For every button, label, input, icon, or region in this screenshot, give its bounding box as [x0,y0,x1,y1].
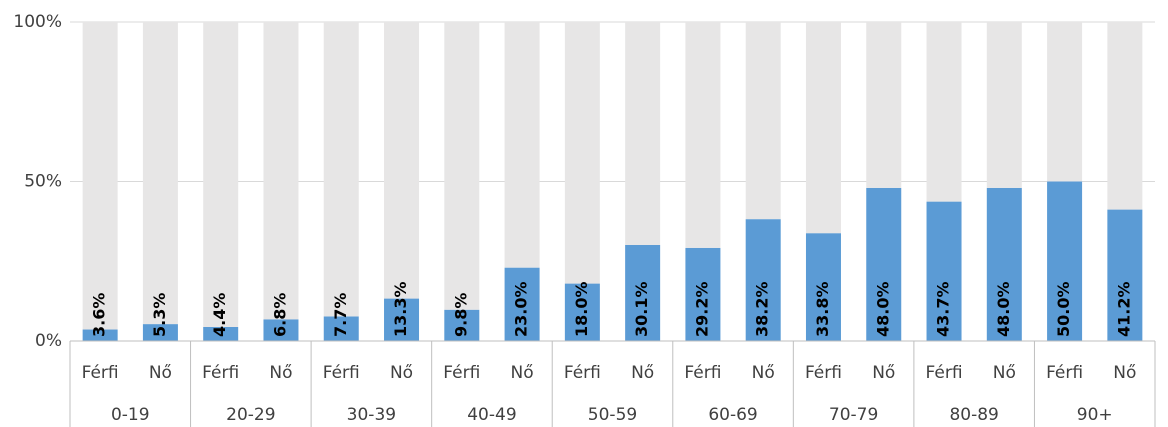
bar-segment [926,22,962,202]
bar-segment [323,316,359,341]
group-label: 70-79 [829,405,878,425]
x-tick-label: Férfi [1046,363,1083,383]
bar-segment [263,22,299,320]
bar-segment [1047,181,1083,341]
group-label: 50-59 [588,405,637,425]
value-label: 4.4% [210,293,229,337]
value-label: 33.8% [813,281,832,337]
bar-segment [263,319,299,341]
value-label: 7.7% [331,293,350,337]
bar-segment [203,326,239,341]
bar-segment [986,22,1022,188]
bar-segment [384,22,420,299]
bar-segment [203,22,239,327]
bar-segment [444,22,480,310]
bar-segment [1047,22,1083,182]
x-tick-label: Férfi [926,363,963,383]
x-tick-label: Nő [149,363,172,383]
bar-segment [866,187,902,341]
bar-segment [142,324,178,341]
value-label: 18.0% [572,281,591,337]
x-tick-label: Férfi [443,363,480,383]
value-label: 13.3% [391,281,410,337]
bar-segment [685,22,721,248]
value-label: 3.6% [90,293,109,337]
bar-segment [685,247,721,341]
value-label: 5.3% [150,293,169,337]
value-label: 48.0% [873,281,892,337]
x-tick-label: Nő [631,363,654,383]
bar-segment [142,22,178,325]
group-label: 0-19 [111,405,150,425]
bar-segment [866,22,902,188]
group-label: 40-49 [467,405,516,425]
x-tick-label: Férfi [202,363,239,383]
bar-segment [926,201,962,341]
bar-segment [82,22,118,330]
bar-segment [564,22,600,284]
value-label: 23.0% [512,281,531,337]
x-tick-label: Férfi [82,363,119,383]
group-label: 20-29 [226,405,275,425]
bar-segment [323,22,359,317]
bar-segment [625,244,661,341]
group-label: 30-39 [347,405,396,425]
bar-segment [1107,22,1143,210]
group-label: 90+ [1077,405,1113,425]
x-tick-label: Nő [390,363,413,383]
x-tick-label: Nő [511,363,534,383]
bar-segment [1107,209,1143,341]
value-label: 41.2% [1114,281,1133,337]
bar-segment [625,22,661,245]
x-tick-label: Nő [993,363,1016,383]
x-tick-label: Férfi [684,363,721,383]
bar-segment [444,309,480,341]
bar-segment [805,22,841,234]
x-tick-label: Nő [752,363,775,383]
x-tick-label: Férfi [564,363,601,383]
x-tick-label: Férfi [805,363,842,383]
bar-segment [82,329,118,341]
x-tick-label: Nő [872,363,895,383]
value-label: 6.8% [270,293,289,337]
bar-segment [745,22,781,220]
value-label: 30.1% [632,281,651,337]
bar-segment [805,233,841,341]
value-label: 29.2% [692,281,711,337]
bar-segment [504,267,540,341]
x-tick-label: Nő [269,363,292,383]
bar-segment [384,298,420,341]
group-label: 80-89 [949,405,998,425]
y-tick-label: 50% [24,172,62,192]
group-label: 60-69 [708,405,757,425]
value-label: 9.8% [451,293,470,337]
x-tick-label: Nő [1113,363,1136,383]
bar-segment [986,187,1022,341]
value-label: 43.7% [934,281,953,337]
bar-segment [564,283,600,341]
y-tick-label: 100% [13,12,62,32]
value-label: 50.0% [1054,281,1073,337]
bar-segment [745,219,781,341]
value-label: 38.2% [753,281,772,337]
x-tick-label: Férfi [323,363,360,383]
value-label: 48.0% [994,281,1013,337]
bar-segment [504,22,540,268]
y-tick-label: 0% [35,331,62,351]
